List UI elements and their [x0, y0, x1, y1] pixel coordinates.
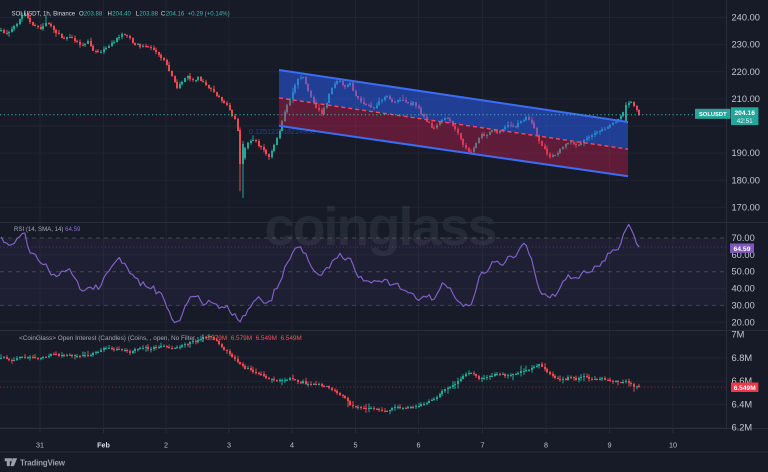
svg-text:42:51: 42:51 [737, 118, 753, 125]
svg-text:8: 8 [544, 441, 548, 450]
svg-text:O: O [79, 11, 84, 18]
svg-text:SOLUSDT, 1h, Binance: SOLUSDT, 1h, Binance [12, 11, 76, 18]
svg-text:190.00: 190.00 [732, 148, 760, 158]
svg-text:170.00: 170.00 [732, 202, 760, 212]
svg-text:10: 10 [669, 441, 677, 450]
svg-text:204.16: 204.16 [734, 110, 755, 117]
svg-text:204.40: 204.40 [112, 11, 131, 18]
svg-text:0.125121518224968: 0.125121518224968 [249, 127, 315, 136]
svg-text:7M: 7M [732, 330, 745, 340]
svg-text:203.88: 203.88 [84, 11, 103, 18]
svg-text:40.00: 40.00 [732, 284, 755, 294]
svg-text:6.2M: 6.2M [732, 423, 753, 433]
svg-text:30.00: 30.00 [732, 300, 755, 310]
svg-text:L: L [136, 11, 140, 18]
svg-text:<CoinGlass> Open Interest (Can: <CoinGlass> Open Interest (Candles) (Coi… [19, 335, 302, 342]
svg-text:7: 7 [481, 441, 485, 450]
svg-text:SOLUSDT: SOLUSDT [699, 112, 727, 118]
svg-text:210.00: 210.00 [732, 94, 760, 104]
svg-text:180.00: 180.00 [732, 175, 760, 185]
svg-text:9: 9 [608, 441, 612, 450]
svg-text:+0.29 (+0.14%): +0.29 (+0.14%) [188, 11, 230, 18]
svg-text:70.00: 70.00 [732, 233, 755, 243]
svg-text:204.16: 204.16 [166, 11, 185, 18]
svg-text:Feb: Feb [97, 441, 110, 450]
svg-text:C: C [161, 11, 166, 18]
svg-text:6.8M: 6.8M [732, 353, 753, 363]
svg-text:3: 3 [227, 441, 231, 450]
svg-text:230.00: 230.00 [732, 40, 760, 50]
svg-text:6.6M: 6.6M [732, 376, 753, 386]
svg-text:20.00: 20.00 [732, 317, 755, 327]
svg-text:50.00: 50.00 [732, 267, 755, 277]
svg-text:RSI (14, SMA, 14) 64.59: RSI (14, SMA, 14) 64.59 [14, 226, 81, 233]
svg-text:64.59: 64.59 [733, 246, 750, 253]
svg-text:6.4M: 6.4M [732, 399, 753, 409]
svg-text:6.549M: 6.549M [734, 385, 757, 392]
svg-text:5: 5 [354, 441, 358, 450]
svg-text:TradingView: TradingView [20, 459, 66, 468]
svg-text:4: 4 [290, 441, 294, 450]
svg-text:H: H [108, 11, 112, 18]
svg-text:2: 2 [164, 441, 168, 450]
svg-text:31: 31 [36, 441, 44, 450]
svg-text:240.00: 240.00 [732, 13, 760, 23]
svg-text:coinglass: coinglass [264, 197, 495, 257]
svg-text:220.00: 220.00 [732, 67, 760, 77]
svg-text:203.88: 203.88 [139, 11, 158, 18]
svg-text:60.00: 60.00 [732, 250, 755, 260]
svg-text:6: 6 [417, 441, 421, 450]
